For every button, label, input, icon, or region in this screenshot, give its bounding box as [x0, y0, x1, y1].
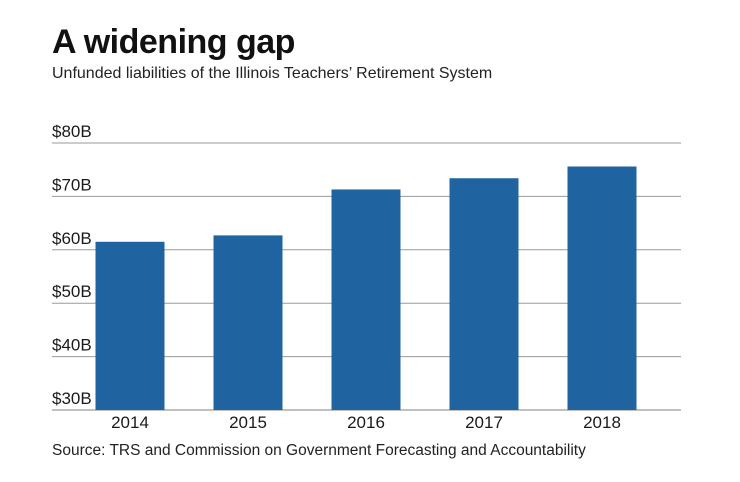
- bar-2014: [95, 241, 165, 410]
- bar-2018: [567, 166, 637, 410]
- bar-2015: [213, 235, 283, 410]
- y-tick-label: $50B: [52, 282, 92, 301]
- bar-2016: [331, 189, 401, 410]
- x-axis-tick-labels: 2014 2015 2016 2017 2018: [111, 413, 621, 432]
- bar-2017: [449, 178, 519, 410]
- source-note: Source: TRS and Commission on Government…: [52, 442, 586, 459]
- x-tick-label: 2015: [229, 413, 267, 432]
- chart-subtitle: Unfunded liabilities of the Illinois Tea…: [52, 65, 493, 82]
- x-tick-label: 2014: [111, 413, 149, 432]
- bars: [95, 166, 637, 410]
- x-tick-label: 2017: [465, 413, 503, 432]
- y-tick-label: $80B: [52, 122, 92, 141]
- y-axis-tick-labels: $30B $40B $50B $60B $70B $80B: [52, 122, 92, 408]
- y-tick-label: $60B: [52, 229, 92, 248]
- y-tick-label: $30B: [52, 389, 92, 408]
- y-tick-label: $40B: [52, 336, 92, 355]
- x-tick-label: 2018: [583, 413, 621, 432]
- x-tick-label: 2016: [347, 413, 385, 432]
- y-tick-label: $70B: [52, 175, 92, 194]
- chart-title: A widening gap: [52, 23, 295, 61]
